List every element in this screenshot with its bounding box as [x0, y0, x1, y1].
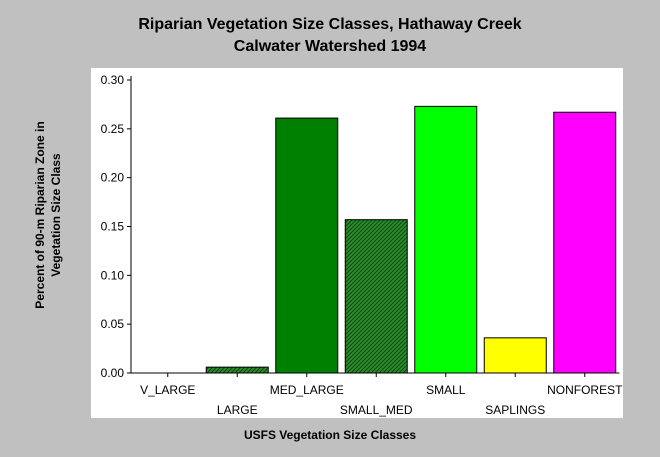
- y-tick-label: 0.00: [101, 366, 125, 380]
- bar-small-med: [344, 219, 408, 374]
- x-tick-label: LARGE: [217, 403, 258, 417]
- x-axis-label: USFS Vegetation Size Classes: [243, 428, 417, 442]
- x-tick-label: SMALL: [426, 383, 466, 397]
- x-tick-label: SAPLINGS: [485, 403, 545, 417]
- y-axis-label: Percent of 90-m Riparian Zone in Vegetat…: [33, 121, 63, 309]
- y-tick-label: 0.15: [101, 220, 125, 234]
- chart-title: Riparian Vegetation Size Classes, Hathaw…: [138, 16, 522, 33]
- y-tick-label: 0.30: [101, 73, 125, 87]
- y-tick-label: 0.25: [101, 122, 125, 136]
- y-tick-label: 0.20: [101, 171, 125, 185]
- y-tick-label: 0.05: [101, 317, 125, 331]
- bar-small: [414, 105, 478, 374]
- bar-large: [205, 366, 269, 374]
- x-tick-label: MED_LARGE: [270, 383, 344, 397]
- bar-nonforest: [553, 111, 617, 374]
- x-tick-label: SMALL_MED: [340, 403, 413, 417]
- x-tick-label: V_LARGE: [140, 383, 195, 397]
- bar-med-large: [275, 117, 339, 374]
- bar-saplings: [483, 337, 547, 374]
- y-tick-label: 0.10: [101, 268, 125, 282]
- chart-subtitle: Calwater Watershed 1994: [233, 38, 427, 55]
- x-tick-label: NONFOREST: [547, 383, 623, 397]
